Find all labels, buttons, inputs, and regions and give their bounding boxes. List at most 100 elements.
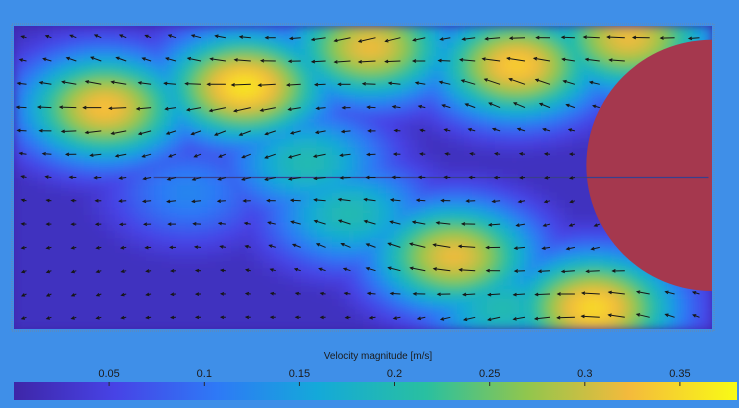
field-cell xyxy=(130,321,139,329)
field-cell xyxy=(533,169,542,179)
field-cell xyxy=(122,169,131,179)
field-cell xyxy=(37,238,46,247)
velocity-arrow xyxy=(484,36,501,41)
field-cell xyxy=(401,222,411,232)
field-cell xyxy=(479,26,488,35)
field-cell xyxy=(409,253,418,262)
field-cell xyxy=(269,291,279,300)
field-cell xyxy=(254,109,263,118)
colorbar-ticks xyxy=(108,382,681,386)
field-cell xyxy=(370,177,380,186)
field-cell xyxy=(370,260,380,270)
velocity-arrow xyxy=(45,222,52,226)
field-cell xyxy=(440,291,449,300)
field-cell xyxy=(580,230,589,239)
field-cell xyxy=(673,306,682,315)
field-cell xyxy=(494,79,504,88)
field-cell xyxy=(114,291,124,300)
field-cell xyxy=(153,230,162,239)
field-cell xyxy=(316,260,325,270)
field-cell xyxy=(161,26,170,35)
field-cell xyxy=(223,245,232,254)
field-cell xyxy=(215,177,224,186)
field-cell xyxy=(37,245,46,254)
field-cell xyxy=(331,41,341,50)
field-cell xyxy=(409,79,418,88)
velocity-arrow xyxy=(244,244,251,249)
field-cell xyxy=(347,154,356,163)
field-cell xyxy=(564,109,573,118)
field-cell xyxy=(300,63,310,73)
field-cell xyxy=(510,200,519,209)
field-cell xyxy=(463,321,473,329)
field-cell xyxy=(262,177,271,186)
field-cell xyxy=(533,207,542,216)
field-cell xyxy=(370,109,380,118)
field-cell xyxy=(215,298,224,307)
field-cell xyxy=(145,275,155,285)
field-cell xyxy=(300,306,310,315)
field-cell xyxy=(231,192,240,201)
field-cell xyxy=(153,124,162,133)
field-cell xyxy=(130,268,139,277)
velocity-arrow xyxy=(61,80,77,85)
field-cell xyxy=(114,238,124,247)
field-cell xyxy=(401,253,411,262)
field-cell xyxy=(541,268,550,277)
field-cell xyxy=(355,275,364,285)
field-cell xyxy=(494,94,504,103)
field-cell xyxy=(45,185,54,194)
field-cell xyxy=(277,222,287,232)
velocity-arrow xyxy=(568,223,576,227)
field-cell xyxy=(293,291,302,300)
field-cell xyxy=(238,101,248,110)
field-cell xyxy=(76,192,85,201)
field-cell xyxy=(549,177,558,186)
field-cell xyxy=(138,260,147,270)
field-cell xyxy=(192,321,201,329)
field-cell xyxy=(425,230,434,239)
field-cell xyxy=(401,101,411,110)
field-cell xyxy=(122,33,131,42)
field-cell xyxy=(518,177,527,186)
field-cell xyxy=(215,253,224,262)
velocity-arrow xyxy=(357,37,376,43)
field-cell xyxy=(176,275,186,285)
field-cell xyxy=(611,253,620,262)
field-cell xyxy=(215,169,224,179)
field-cell xyxy=(223,207,232,216)
field-cell xyxy=(456,63,465,73)
field-cell xyxy=(21,41,31,50)
field-cell xyxy=(463,79,473,88)
field-cell xyxy=(448,33,457,42)
field-cell xyxy=(52,185,62,194)
field-cell xyxy=(238,253,248,262)
field-cell xyxy=(572,207,581,216)
field-cell xyxy=(161,33,170,42)
field-cell xyxy=(246,86,256,95)
field-cell xyxy=(580,185,589,194)
field-cell xyxy=(595,268,605,277)
field-cell xyxy=(533,124,542,133)
field-cell xyxy=(52,41,62,50)
field-cell xyxy=(45,192,54,201)
field-cell xyxy=(324,33,333,42)
field-cell xyxy=(549,321,558,329)
field-cell xyxy=(161,109,170,118)
velocity-arrow xyxy=(691,291,700,295)
field-cell xyxy=(479,94,488,103)
field-cell xyxy=(363,63,372,73)
plot-area xyxy=(14,26,712,329)
field-cell xyxy=(595,48,605,57)
field-cell xyxy=(37,215,46,224)
field-cell xyxy=(533,86,542,95)
field-cell xyxy=(153,86,162,95)
field-cell xyxy=(238,185,248,194)
field-cell xyxy=(355,116,364,126)
field-cell xyxy=(649,26,659,35)
field-cell xyxy=(14,169,23,179)
field-cell xyxy=(114,321,124,329)
field-cell xyxy=(254,56,263,65)
field-cell xyxy=(549,200,558,209)
field-cell xyxy=(463,177,473,186)
